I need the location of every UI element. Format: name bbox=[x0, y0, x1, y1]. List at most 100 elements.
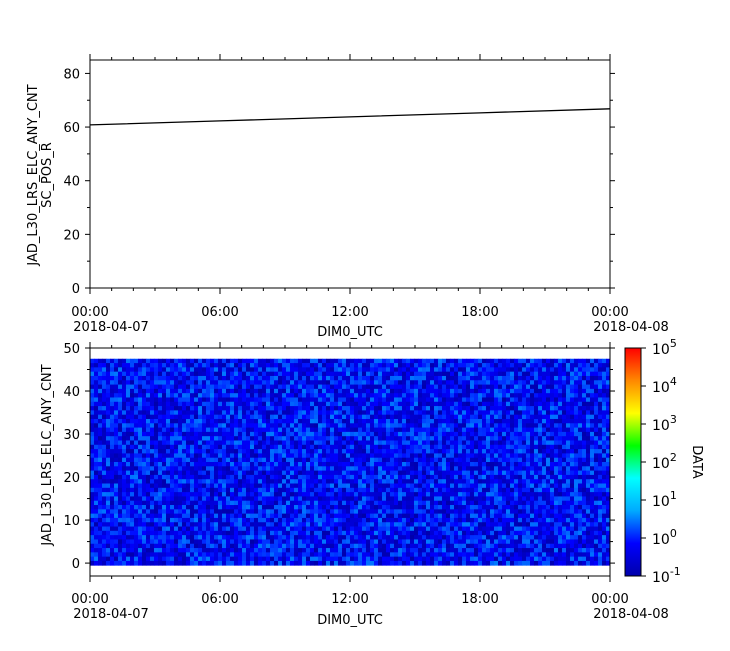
heatmap-cell bbox=[210, 522, 215, 527]
heatmap-cell bbox=[486, 449, 491, 454]
heatmap-cell bbox=[422, 466, 427, 471]
heatmap-cell bbox=[278, 401, 283, 407]
heatmap-cell bbox=[330, 483, 335, 489]
heatmap-cell bbox=[270, 513, 275, 519]
heatmap-cell bbox=[346, 367, 351, 373]
heatmap-cell bbox=[434, 492, 439, 497]
heatmap-cell bbox=[258, 535, 263, 540]
heatmap-cell bbox=[370, 479, 375, 484]
heatmap-cell bbox=[398, 410, 403, 416]
heatmap-cell bbox=[142, 474, 147, 480]
heatmap-cell bbox=[178, 410, 183, 416]
heatmap-cell bbox=[310, 470, 315, 476]
heatmap-cell bbox=[386, 530, 391, 536]
heatmap-cell bbox=[354, 410, 359, 416]
heatmap-cell bbox=[426, 440, 431, 446]
heatmap-cell bbox=[134, 363, 139, 368]
heatmap-cell bbox=[430, 401, 435, 407]
heatmap-cell bbox=[430, 380, 435, 385]
heatmap-cell bbox=[134, 496, 139, 502]
heatmap-cell bbox=[146, 406, 151, 411]
heatmap-cell bbox=[410, 479, 415, 484]
heatmap-cell bbox=[462, 388, 467, 394]
heatmap-cell bbox=[410, 363, 415, 368]
heatmap-cell bbox=[366, 483, 371, 489]
heatmap-cell bbox=[318, 393, 323, 398]
heatmap-cell bbox=[94, 517, 99, 523]
heatmap-cell bbox=[330, 371, 335, 377]
heatmap-cell bbox=[206, 384, 211, 390]
heatmap-cell bbox=[482, 436, 487, 441]
heatmap-cell bbox=[386, 474, 391, 480]
heatmap-cell bbox=[274, 367, 279, 373]
heatmap-cell bbox=[490, 371, 495, 377]
heatmap-cell bbox=[154, 496, 159, 502]
heatmap-cell bbox=[422, 513, 427, 519]
heatmap-cell bbox=[462, 543, 467, 549]
heatmap-cell bbox=[254, 483, 259, 489]
heatmap-cell bbox=[486, 492, 491, 497]
heatmap-cell bbox=[158, 517, 163, 523]
heatmap-cell bbox=[274, 560, 279, 566]
heatmap-cell bbox=[118, 406, 123, 411]
heatmap-cell bbox=[298, 423, 303, 428]
heatmap-cell bbox=[350, 371, 355, 377]
heatmap-cell bbox=[282, 423, 287, 428]
heatmap-cell bbox=[294, 530, 299, 536]
heatmap-cell bbox=[290, 543, 295, 549]
heatmap-cell bbox=[230, 522, 235, 527]
heatmap-cell bbox=[226, 427, 231, 433]
heatmap-cell bbox=[274, 479, 279, 484]
heatmap-cell bbox=[406, 513, 411, 519]
heatmap-cell bbox=[202, 535, 207, 540]
heatmap-cell bbox=[478, 444, 483, 450]
heatmap-cell bbox=[250, 444, 255, 450]
heatmap-cell bbox=[390, 397, 395, 403]
heatmap-cell bbox=[94, 556, 99, 562]
heatmap-cell bbox=[258, 423, 263, 428]
heatmap-cell bbox=[310, 552, 315, 558]
heatmap-cell bbox=[218, 500, 223, 506]
heatmap-cell bbox=[446, 410, 451, 416]
heatmap-cell bbox=[326, 406, 331, 411]
heatmap-cell bbox=[114, 388, 119, 394]
heatmap-cell bbox=[338, 414, 343, 420]
heatmap-cell bbox=[390, 431, 395, 437]
heatmap-cell bbox=[450, 436, 455, 441]
heatmap-cell bbox=[198, 560, 203, 566]
heatmap-cell bbox=[386, 363, 391, 368]
heatmap-cell bbox=[270, 462, 275, 467]
heatmap-cell bbox=[478, 479, 483, 484]
heatmap-cell bbox=[430, 397, 435, 403]
heatmap-cell bbox=[270, 440, 275, 446]
heatmap-cell bbox=[486, 483, 491, 489]
heatmap-cell bbox=[494, 548, 499, 553]
heatmap-cell bbox=[214, 388, 219, 394]
heatmap-cell bbox=[314, 363, 319, 368]
heatmap-cell bbox=[150, 427, 155, 433]
heatmap-cell bbox=[442, 371, 447, 377]
heatmap-cell bbox=[198, 462, 203, 467]
heatmap-cell bbox=[134, 401, 139, 407]
heatmap-cell bbox=[194, 513, 199, 519]
heatmap-cell bbox=[270, 431, 275, 437]
heatmap-cell bbox=[154, 406, 159, 411]
heatmap-cell bbox=[362, 539, 367, 545]
heatmap-cell bbox=[346, 423, 351, 428]
heatmap-cell bbox=[498, 401, 503, 407]
heatmap-cell bbox=[294, 492, 299, 497]
heatmap-cell bbox=[418, 535, 423, 540]
heatmap-cell bbox=[126, 363, 131, 368]
heatmap-cell bbox=[430, 470, 435, 476]
heatmap-cell bbox=[374, 556, 379, 562]
heatmap-cell bbox=[186, 380, 191, 385]
heatmap-cell bbox=[238, 406, 243, 411]
heatmap-cell bbox=[350, 384, 355, 390]
heatmap-cell bbox=[314, 423, 319, 428]
heatmap-cell bbox=[138, 479, 143, 484]
heatmap-cell bbox=[370, 384, 375, 390]
heatmap-cell bbox=[274, 384, 279, 390]
heatmap-cell bbox=[470, 380, 475, 385]
heatmap-cell bbox=[378, 375, 383, 381]
heatmap-cell bbox=[330, 517, 335, 523]
